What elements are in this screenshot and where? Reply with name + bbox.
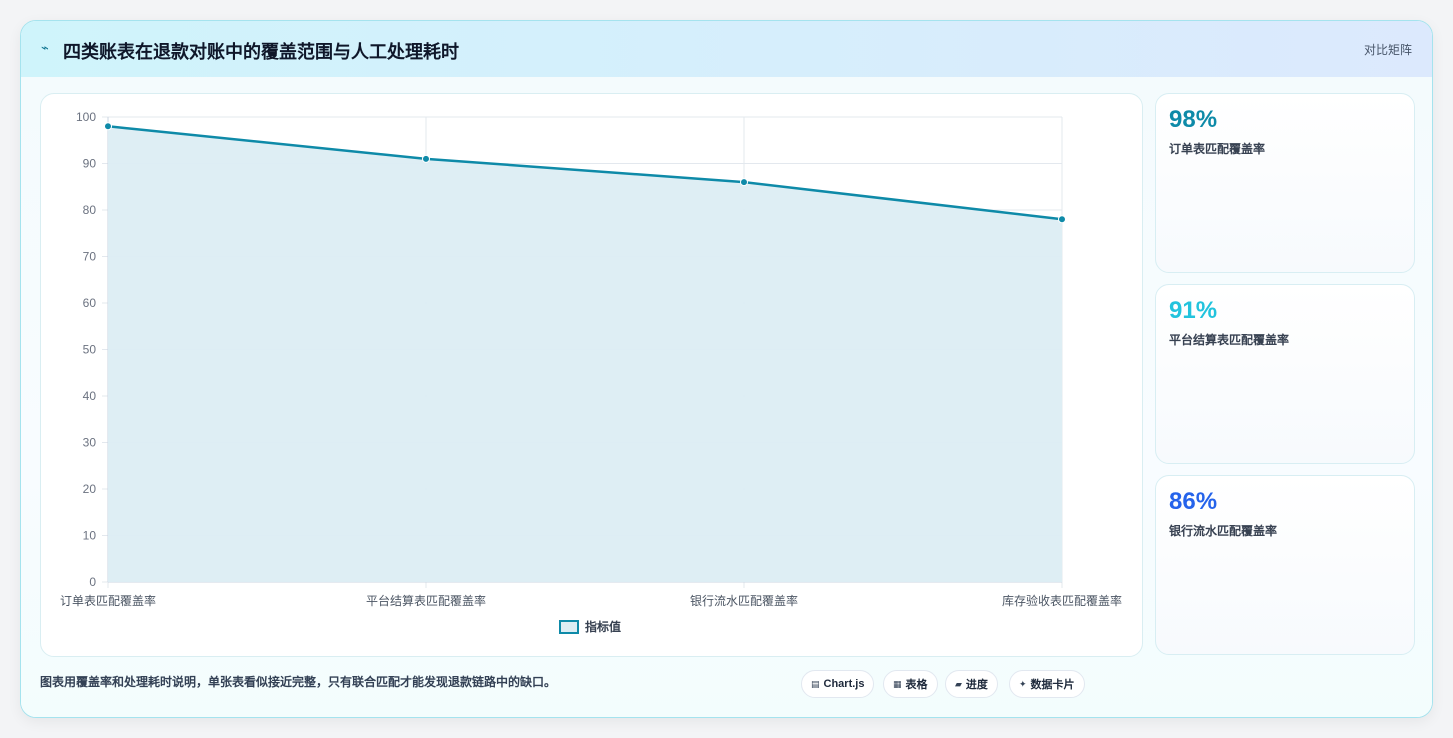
card-header: ⌁ 四类账表在退款对账中的覆盖范围与人工处理耗时 对比矩阵 (21, 21, 1432, 77)
view-tag[interactable]: 对比矩阵 (1363, 43, 1412, 57)
dashboard-card: ⌁ 四类账表在退款对账中的覆盖范围与人工处理耗时 对比矩阵 0 10 20 30 40 5… (20, 20, 1433, 718)
trend-icon: ⌁ (41, 40, 49, 55)
chip-label: 表格 (905, 679, 928, 691)
card-icon: ✦ (1019, 678, 1027, 689)
x-tick-label: 订单表匹配覆盖率 (60, 593, 156, 608)
y-tick-label: 50 (83, 343, 97, 357)
x-tick-label: 银行流水匹配覆盖率 (690, 593, 798, 608)
y-tick-label: 100 (76, 110, 96, 124)
series-line (107, 125, 1063, 221)
chip-data-card[interactable]: ✦ 数据卡片 (1009, 670, 1085, 698)
kpi-value: 98% (1169, 106, 1218, 133)
y-tick-label: 80 (83, 203, 97, 217)
data-point (104, 122, 112, 131)
legend-label: 指标值 (585, 619, 621, 634)
chip-label: 数据卡片 (1030, 679, 1075, 691)
page-title: 四类账表在退款对账中的覆盖范围与人工处理耗时 (63, 42, 459, 62)
chip-table[interactable]: ▦ 表格 (883, 670, 938, 698)
y-tick-label: 40 (83, 389, 97, 403)
kpi-label: 平台结算表匹配覆盖率 (1169, 333, 1290, 347)
legend-swatch (559, 620, 579, 634)
y-tick-label: 20 (83, 482, 97, 496)
chip-progress[interactable]: ▰ 进度 (945, 670, 998, 698)
area-chart: 0 10 20 30 40 50 60 70 80 90 100 订单表匹配覆盖率 平台结算表匹配覆盖率… (60, 110, 1122, 634)
chip-label: 进度 (965, 679, 988, 691)
y-tick-label: 10 (83, 529, 97, 543)
x-tick-label: 库存验收表匹配覆盖率 (1002, 593, 1122, 608)
chip-label: Chart.js (823, 678, 865, 690)
y-tick-label: 90 (83, 157, 97, 171)
y-tick-label: 60 (83, 296, 97, 310)
kpi-value: 91% (1169, 297, 1218, 324)
chart-panel: 0 10 20 30 40 50 60 70 80 90 100 订单表匹配覆盖率 平台结算表匹配覆盖率… (40, 93, 1143, 657)
kpi-card-2: 91% 平台结算表匹配覆盖率 (1155, 284, 1415, 464)
data-point (740, 178, 748, 187)
kpi-value: 86% (1169, 488, 1218, 515)
kpi-label: 订单表匹配覆盖率 (1169, 142, 1266, 156)
kpi-label: 银行流水匹配覆盖率 (1169, 524, 1278, 538)
kpi-card-3: 86% 银行流水匹配覆盖率 (1155, 475, 1415, 655)
x-tick-label: 平台结算表匹配覆盖率 (366, 593, 486, 608)
data-point (422, 154, 430, 163)
progress-icon: ▰ (955, 678, 962, 689)
chart-footnote: 图表用覆盖率和处理耗时说明，单张表看似接近完整，只有联合匹配才能发现退款链路中的… (40, 675, 557, 689)
kpi-card-1: 98% 订单表匹配覆盖率 (1155, 93, 1415, 273)
data-point (1058, 215, 1066, 224)
y-tick-label: 0 (89, 575, 96, 589)
y-tick-label: 70 (83, 250, 97, 264)
table-icon: ▦ (893, 678, 902, 689)
chip-chartjs[interactable]: ▤ Chart.js (801, 670, 875, 698)
series-area (108, 126, 1062, 583)
chart-icon: ▤ (811, 678, 820, 689)
y-tick-label: 30 (83, 436, 97, 450)
